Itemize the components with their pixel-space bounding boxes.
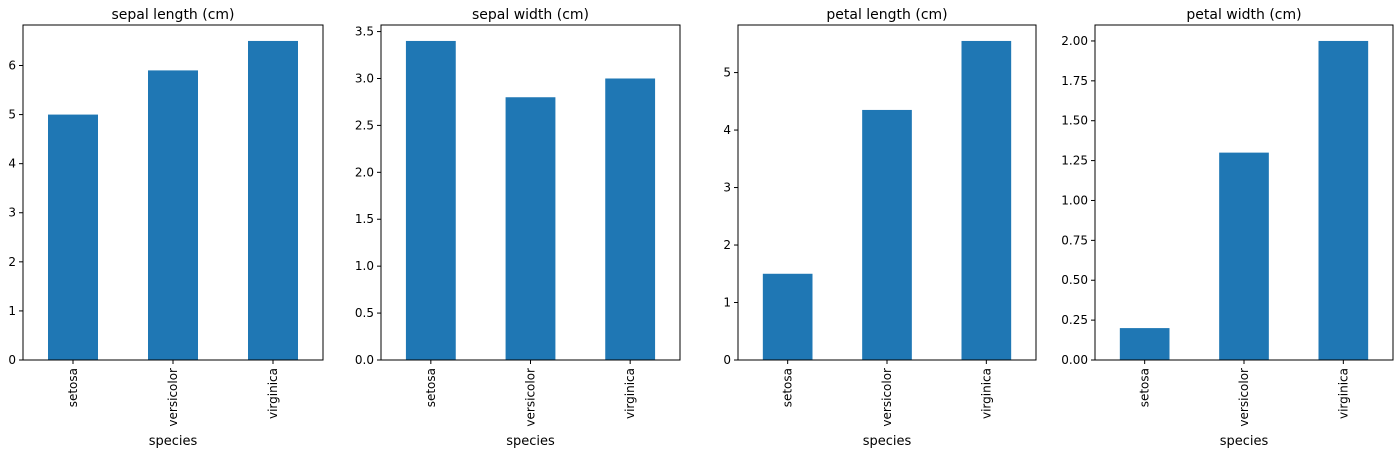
y-tick-label: 1.50 [1061, 114, 1088, 128]
chart-panel-2: sepal width (cm) 0.0 0.5 1.0 1.5 2.0 2.5 3.0 3.5… [355, 7, 681, 449]
chart-panel-4: petal width (cm) 0.00 0.25 0.50 0.75 1.00 1.25… [1061, 7, 1394, 449]
y-tick-label: 3 [723, 181, 731, 195]
chart-panel-3: petal length (cm) 0 1 2 3 4 5 setosa versicolor v… [723, 7, 1037, 449]
x-tick-label-versicolor: versicolor [880, 368, 894, 427]
bar-virginica [961, 40, 1012, 360]
x-tick-label-virginica: virginica [623, 368, 637, 419]
bar-setosa [1119, 328, 1170, 360]
chart-title: sepal length (cm) [111, 7, 234, 23]
y-tick-label: 0.00 [1061, 353, 1088, 367]
x-tick-label-virginica: virginica [979, 368, 993, 419]
y-tick-label: 2.00 [1061, 34, 1088, 48]
bar-setosa [405, 40, 456, 360]
x-tick-label-virginica: virginica [1336, 368, 1350, 419]
y-tick-label: 0.50 [1061, 273, 1088, 287]
y-tick-label: 2.5 [355, 118, 374, 132]
y-tick-label: 0.25 [1061, 313, 1088, 327]
y-tick-label: 1 [723, 296, 731, 310]
y-tick-label: 1 [8, 304, 16, 318]
y-tick-label: 0.75 [1061, 233, 1088, 247]
chart-title: petal width (cm) [1186, 7, 1301, 23]
x-tick-label-versicolor: versicolor [1237, 368, 1251, 427]
y-tick-label: 1.25 [1061, 154, 1088, 168]
x-tick-label-versicolor: versicolor [166, 368, 180, 427]
x-tick-label-setosa: setosa [1138, 368, 1152, 407]
y-tick-label: 3 [8, 206, 16, 220]
y-tick-label: 0.0 [355, 353, 374, 367]
y-tick-label: 0.5 [355, 306, 374, 320]
x-axis-label: species [149, 434, 198, 449]
bar-setosa [762, 273, 813, 360]
y-tick-label: 3.0 [355, 71, 374, 85]
bar-versicolor [505, 97, 556, 360]
bar-setosa [48, 114, 98, 360]
x-axis-label: species [863, 434, 912, 449]
y-tick-label: 1.75 [1061, 74, 1088, 88]
x-tick-label-virginica: virginica [266, 368, 280, 419]
bar-virginica [1318, 40, 1369, 360]
y-tick-label: 3.5 [355, 25, 374, 39]
y-tick-label: 1.0 [355, 259, 374, 273]
x-tick-label-versicolor: versicolor [524, 368, 538, 427]
y-tick-label: 4 [8, 157, 16, 171]
x-tick-label-setosa: setosa [66, 368, 80, 407]
y-tick-label: 5 [723, 66, 731, 80]
y-tick-label: 1.00 [1061, 193, 1088, 207]
bar-versicolor [862, 109, 912, 360]
y-tick-label: 0 [723, 353, 731, 367]
chart-title: sepal width (cm) [472, 7, 589, 23]
y-tick-label: 1.5 [355, 212, 374, 226]
chart-panel-1: sepal length (cm) 0 1 2 3 4 5 6 setosa versicolor… [8, 7, 324, 449]
y-tick-label: 2 [8, 255, 16, 269]
bar-versicolor [1219, 152, 1269, 360]
chart-title: petal length (cm) [826, 7, 947, 23]
y-tick-label: 6 [8, 58, 16, 72]
y-tick-label: 4 [723, 123, 731, 137]
bar-versicolor [148, 70, 198, 361]
x-tick-label-setosa: setosa [424, 368, 438, 407]
bar-virginica [605, 78, 656, 361]
y-tick-label: 2.0 [355, 165, 374, 179]
y-tick-label: 0 [8, 353, 16, 367]
bar-virginica [248, 40, 298, 360]
x-axis-label: species [1220, 434, 1269, 449]
x-tick-label-setosa: setosa [781, 368, 795, 407]
x-axis-label: species [506, 434, 555, 449]
y-tick-label: 2 [723, 238, 731, 252]
y-tick-label: 5 [8, 108, 16, 122]
